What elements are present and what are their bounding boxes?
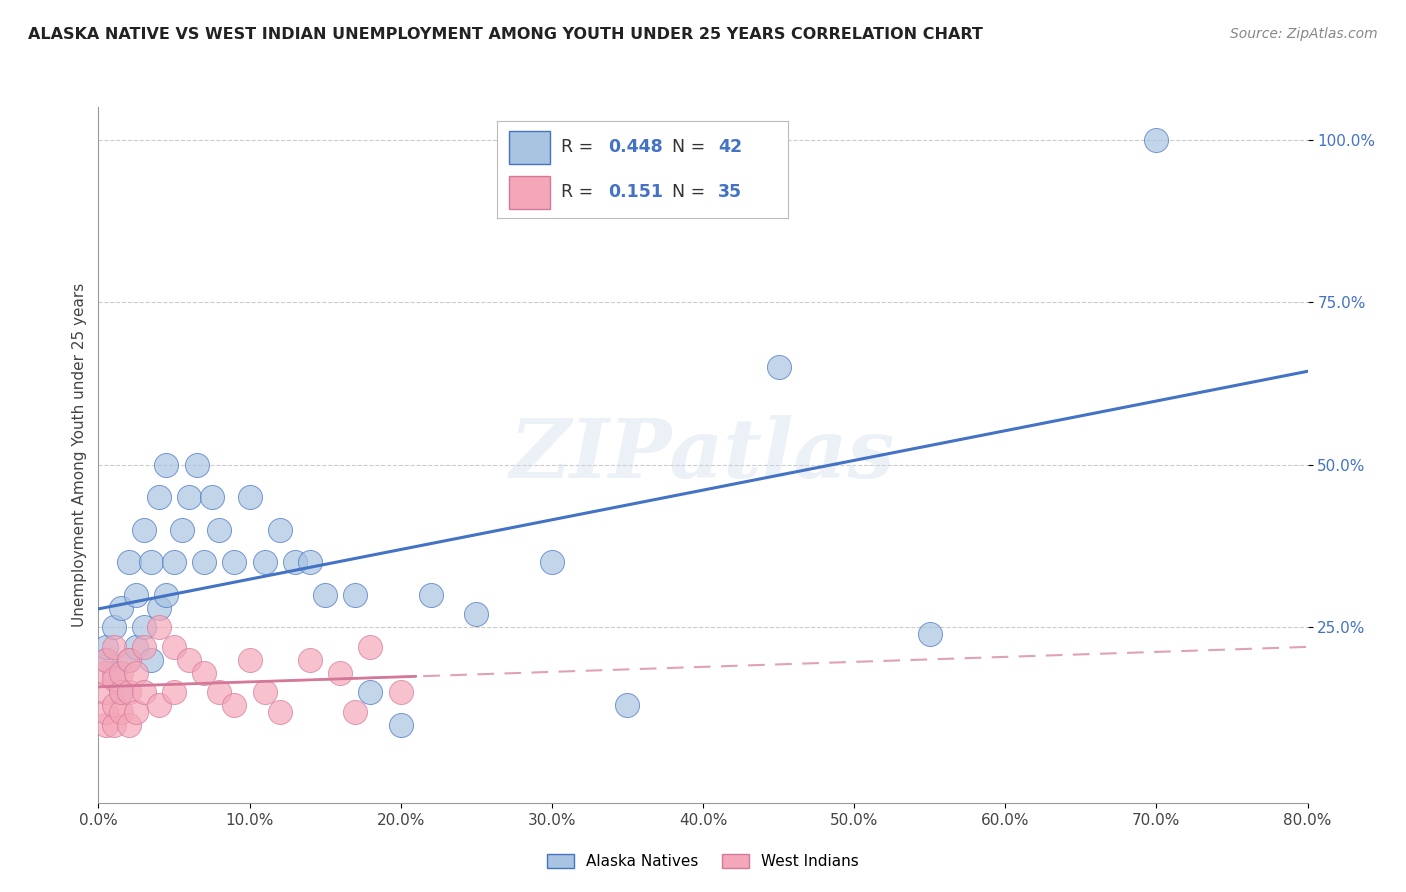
Point	[344, 705, 367, 719]
Point	[148, 698, 170, 713]
Point	[1144, 132, 1167, 146]
Point	[125, 705, 148, 719]
Point	[253, 685, 276, 699]
Point	[284, 555, 307, 569]
Point	[224, 698, 246, 713]
Text: ALASKA NATIVE VS WEST INDIAN UNEMPLOYMENT AMONG YOUTH UNDER 25 YEARS CORRELATION: ALASKA NATIVE VS WEST INDIAN UNEMPLOYMEN…	[28, 27, 983, 42]
Point	[155, 458, 177, 472]
Point	[118, 653, 141, 667]
Point	[314, 588, 336, 602]
Point	[94, 718, 117, 732]
Point	[177, 653, 201, 667]
Point	[110, 600, 132, 615]
Point	[148, 600, 170, 615]
Point	[118, 718, 141, 732]
Point	[132, 620, 155, 634]
Point	[269, 705, 291, 719]
Point	[118, 653, 141, 667]
Point	[163, 685, 186, 699]
Point	[110, 685, 132, 699]
Legend: Alaska Natives, West Indians: Alaska Natives, West Indians	[541, 848, 865, 875]
Point	[103, 665, 125, 680]
Point	[239, 653, 262, 667]
Point	[141, 555, 163, 569]
Point	[186, 458, 208, 472]
Point	[540, 555, 562, 569]
Point	[148, 490, 170, 504]
Point	[125, 665, 148, 680]
Point	[344, 588, 367, 602]
Point	[94, 640, 117, 654]
Point	[224, 555, 246, 569]
Point	[94, 665, 117, 680]
Point	[103, 718, 125, 732]
Point	[103, 698, 125, 713]
Point	[360, 685, 382, 699]
Point	[125, 588, 148, 602]
Point	[253, 555, 276, 569]
Point	[94, 653, 117, 667]
Point	[132, 523, 155, 537]
Point	[269, 523, 291, 537]
Point	[193, 665, 215, 680]
Point	[208, 523, 231, 537]
Point	[125, 640, 148, 654]
Point	[329, 665, 352, 680]
Y-axis label: Unemployment Among Youth under 25 years: Unemployment Among Youth under 25 years	[72, 283, 87, 627]
Point	[103, 640, 125, 654]
Point	[110, 685, 132, 699]
Point	[103, 672, 125, 686]
Point	[170, 523, 193, 537]
Point	[239, 490, 262, 504]
Point	[110, 705, 132, 719]
Point	[132, 685, 155, 699]
Point	[163, 555, 186, 569]
Point	[94, 653, 117, 667]
Point	[419, 588, 441, 602]
Text: Source: ZipAtlas.com: Source: ZipAtlas.com	[1230, 27, 1378, 41]
Text: ZIPatlas: ZIPatlas	[510, 415, 896, 495]
Point	[299, 555, 322, 569]
Point	[94, 685, 117, 699]
Point	[208, 685, 231, 699]
Point	[616, 698, 638, 713]
Point	[163, 640, 186, 654]
Point	[103, 620, 125, 634]
Point	[299, 653, 322, 667]
Point	[465, 607, 488, 622]
Point	[389, 718, 412, 732]
Point	[768, 360, 790, 375]
Point	[389, 685, 412, 699]
Point	[360, 640, 382, 654]
Point	[141, 653, 163, 667]
Point	[918, 626, 941, 640]
Point	[155, 588, 177, 602]
Point	[118, 555, 141, 569]
Point	[201, 490, 224, 504]
Point	[118, 685, 141, 699]
Point	[94, 705, 117, 719]
Point	[110, 665, 132, 680]
Point	[193, 555, 215, 569]
Point	[148, 620, 170, 634]
Point	[177, 490, 201, 504]
Point	[132, 640, 155, 654]
